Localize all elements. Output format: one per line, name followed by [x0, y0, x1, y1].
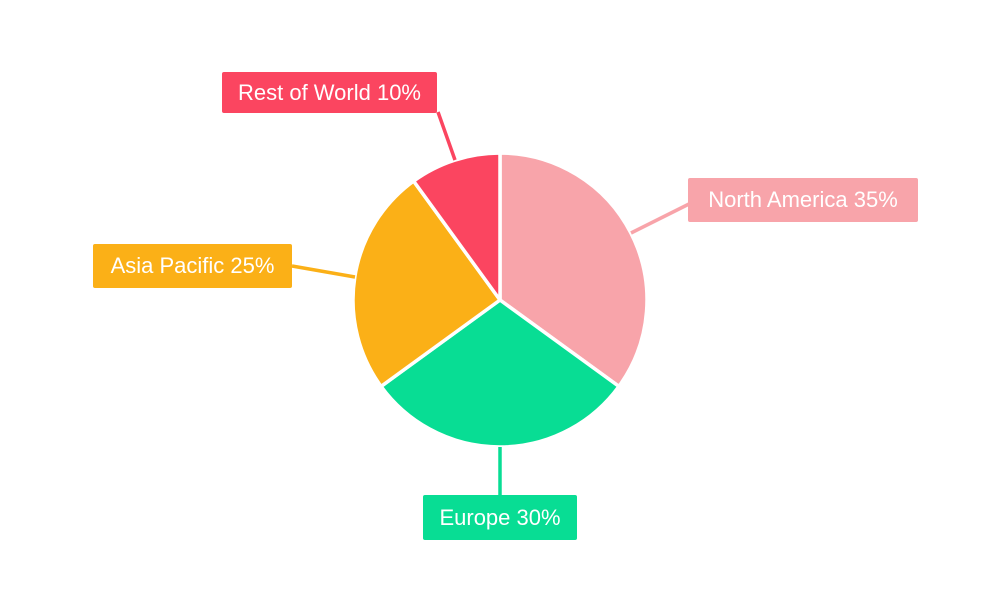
slice-label-asia-pacific: Asia Pacific 25% — [93, 244, 292, 288]
leader-line-asia-pacific — [291, 264, 356, 279]
leader-line-north-america — [630, 202, 690, 235]
leader-line-rest-of-world — [436, 111, 457, 161]
slice-label-north-america: North America 35% — [688, 178, 918, 222]
pie-slice-north-america — [498, 151, 649, 389]
slice-label-rest-of-world: Rest of World 10% — [222, 72, 437, 113]
slice-label-europe: Europe 30% — [423, 495, 577, 540]
pie-slice-rest-of-world — [411, 151, 502, 302]
